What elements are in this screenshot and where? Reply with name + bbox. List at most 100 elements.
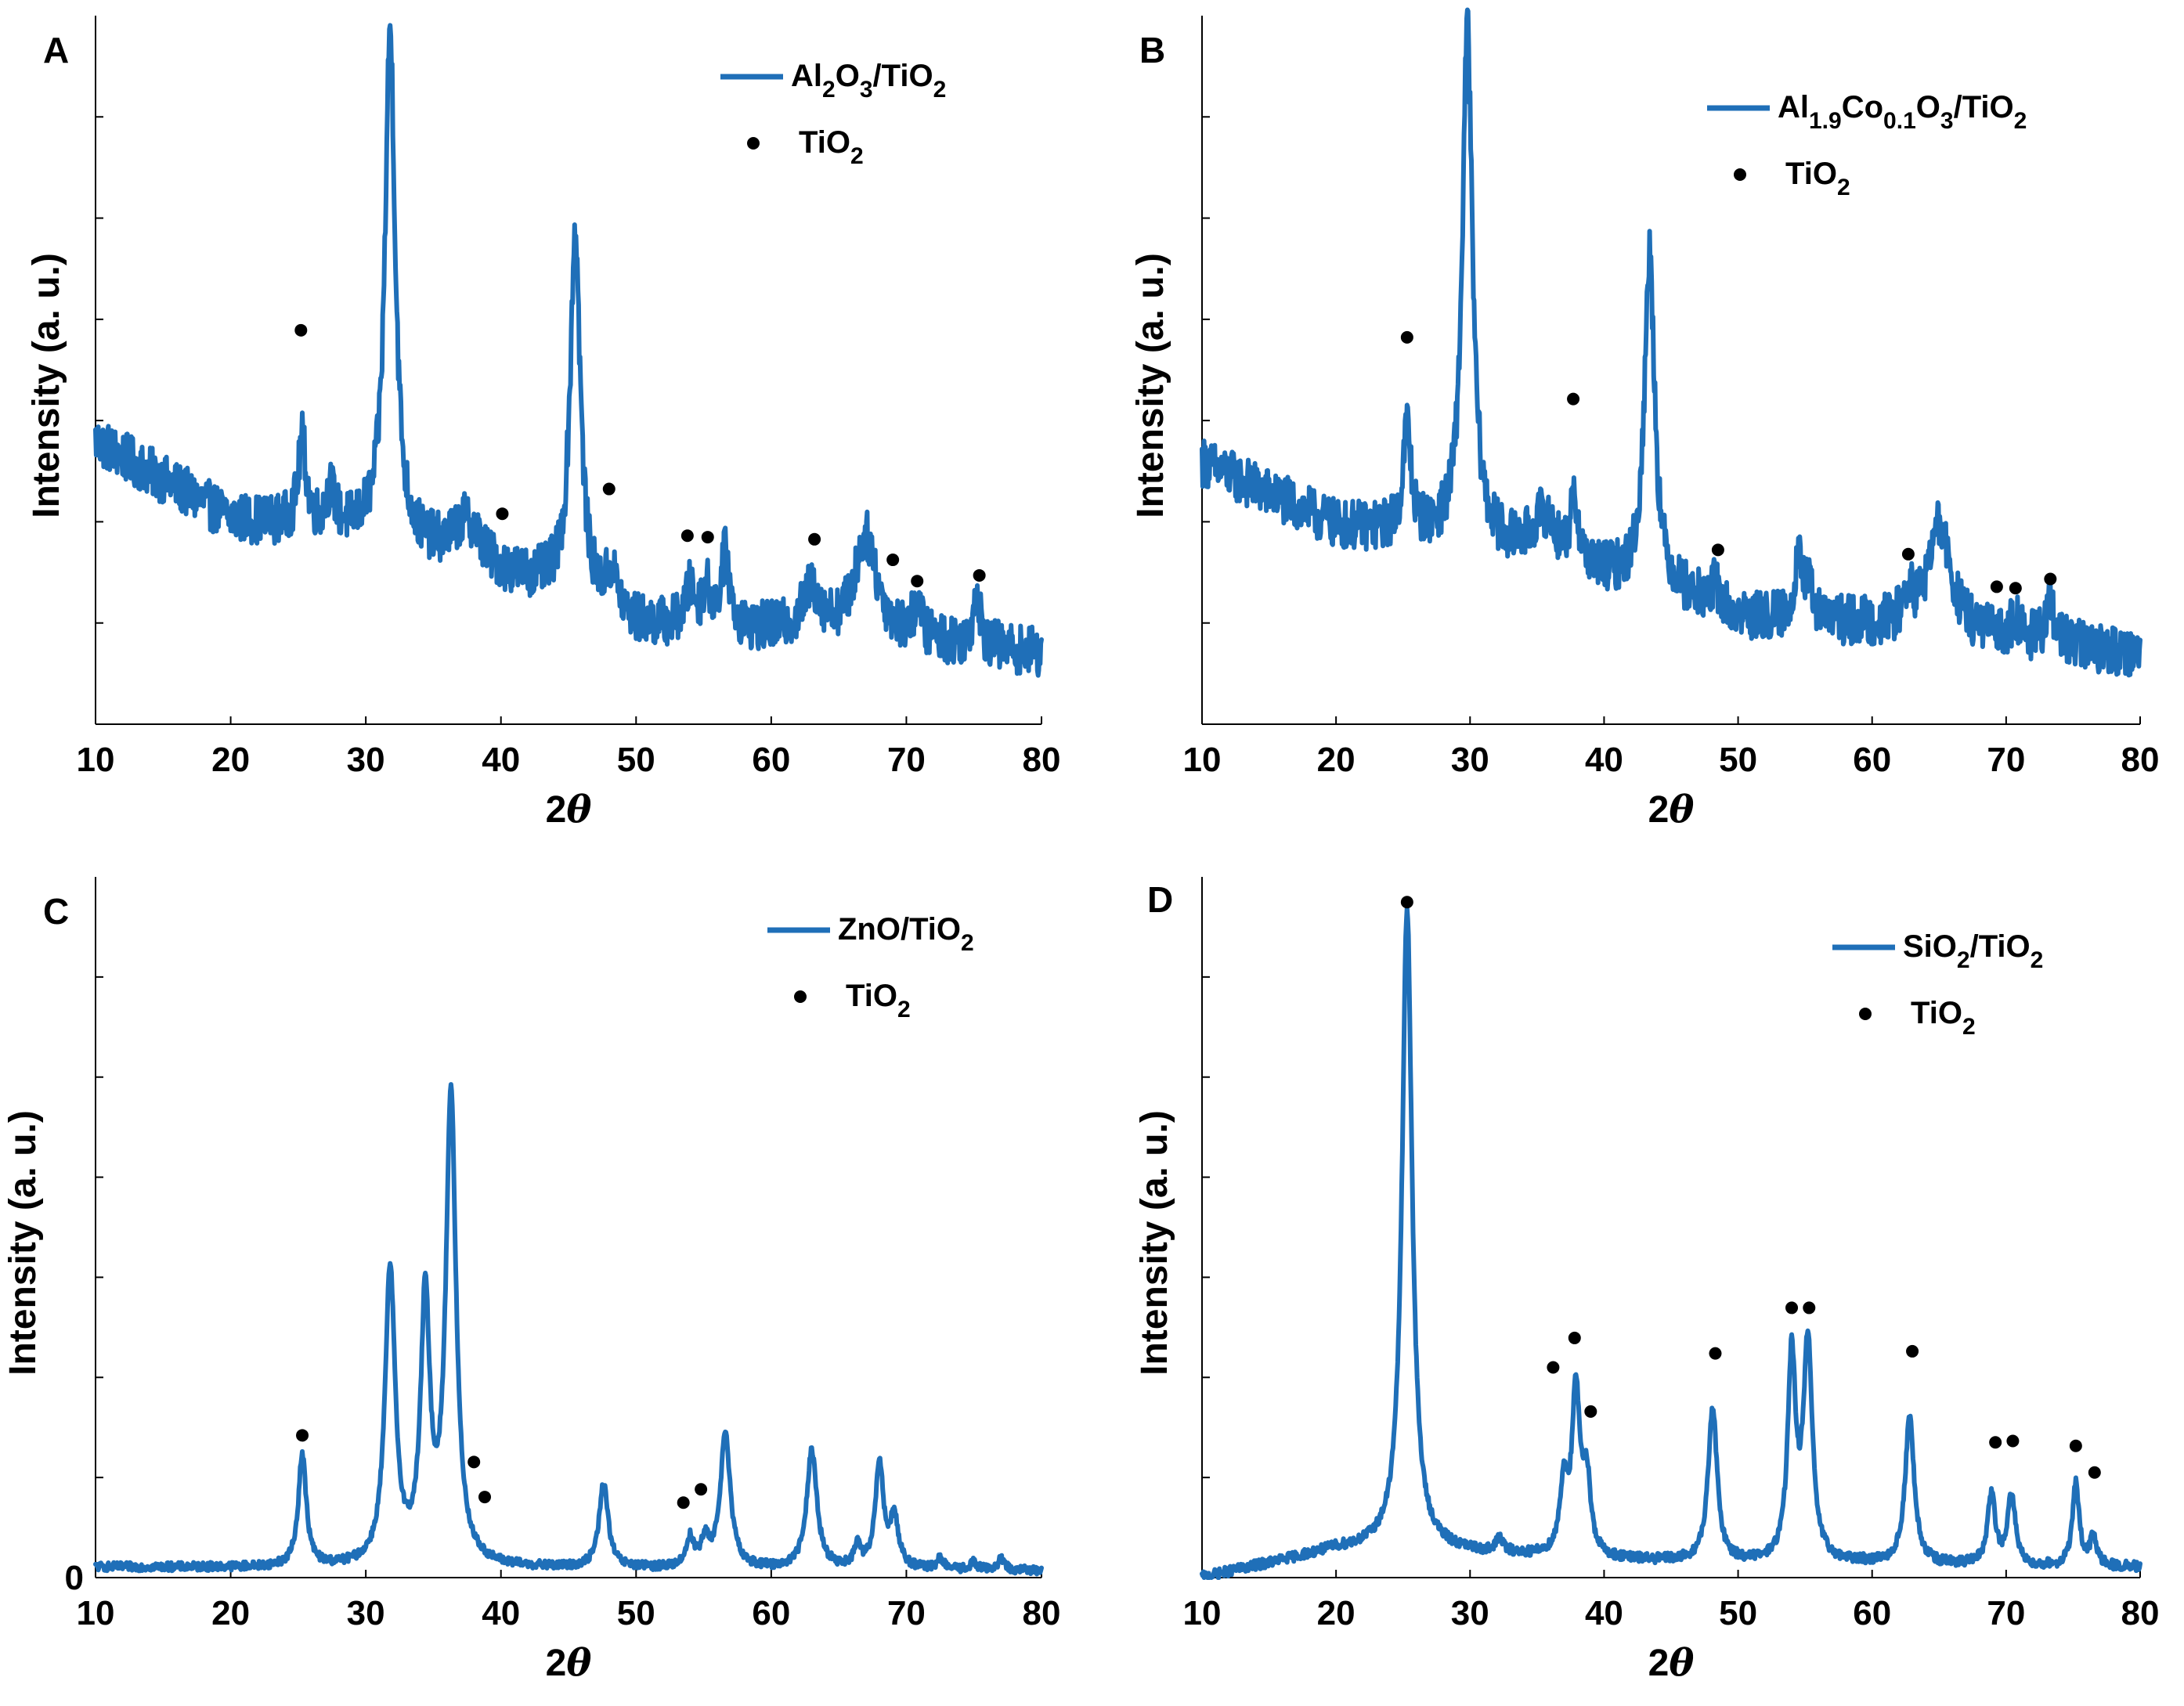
x-tick-label: 10 bbox=[77, 741, 115, 779]
x-tick-label: 20 bbox=[211, 741, 250, 779]
x-tick-label: 70 bbox=[1987, 741, 2025, 779]
tio2-marker bbox=[2088, 1466, 2101, 1479]
panel-a: A 10 20 30 40 50 60 70 80 2θ Intensity (a. u.) Al2O… bbox=[26, 16, 1060, 831]
tio2-marker bbox=[680, 529, 694, 543]
x-tick-label: 20 bbox=[211, 1594, 250, 1632]
legend-series-label: ZnO/TiO2 bbox=[838, 912, 974, 956]
tio2-marker bbox=[496, 507, 509, 521]
series-line bbox=[93, 23, 1044, 678]
legend-marker-swatch bbox=[794, 990, 807, 1003]
x-tick-label: 70 bbox=[887, 1594, 926, 1632]
x-axis-title: 2θ bbox=[1648, 1641, 1695, 1685]
tio2-marker bbox=[911, 575, 924, 588]
y-axis-title: Intensity (a. u.) bbox=[1134, 1110, 1175, 1376]
y-tick-label: 0 bbox=[65, 1559, 84, 1597]
tio2-marker bbox=[2009, 582, 2022, 595]
tio2-marker bbox=[2044, 572, 2057, 586]
x-tick-label: 30 bbox=[347, 1594, 385, 1632]
tio2-marker bbox=[478, 1491, 492, 1504]
legend: ZnO/TiO2 TiO2 bbox=[767, 912, 974, 1023]
tio2-marker bbox=[1785, 1301, 1799, 1315]
tio2-marker bbox=[1547, 1361, 1560, 1374]
x-tick-label: 80 bbox=[1023, 1594, 1061, 1632]
x-axis-title: 2θ bbox=[546, 788, 592, 831]
x-tick-label: 20 bbox=[1317, 741, 1356, 779]
tio2-marker bbox=[695, 1483, 708, 1496]
x-tick-label: 10 bbox=[1183, 741, 1222, 779]
tio2-marker bbox=[1584, 1405, 1597, 1418]
legend-marker-swatch bbox=[747, 137, 760, 150]
x-tick-label: 60 bbox=[1853, 1594, 1891, 1632]
legend-marker-swatch bbox=[1859, 1008, 1872, 1020]
tio2-marker bbox=[1803, 1301, 1816, 1315]
x-tick-label: 30 bbox=[1451, 741, 1489, 779]
legend: Al2O3/TiO2 TiO2 bbox=[720, 59, 946, 169]
y-axis-title: Intensity (a. u.) bbox=[26, 253, 67, 518]
legend: Al1.9Co0.1O3/TiO2 TiO2 bbox=[1707, 90, 2027, 200]
x-tick-label: 50 bbox=[1719, 741, 1757, 779]
series-line bbox=[1200, 7, 2142, 678]
x-tick-label: 10 bbox=[1183, 1594, 1222, 1632]
panel-letter: B bbox=[1139, 30, 1165, 70]
tio2-marker bbox=[1711, 543, 1724, 557]
legend-marker-label: TiO2 bbox=[846, 979, 911, 1023]
legend-marker-swatch bbox=[1734, 168, 1746, 181]
tio2-marker bbox=[294, 323, 308, 337]
x-tick-label: 60 bbox=[752, 741, 790, 779]
x-tick-label: 50 bbox=[1719, 1594, 1757, 1632]
tio2-marker bbox=[1989, 1436, 2002, 1449]
tio2-marker bbox=[2006, 1434, 2020, 1448]
tio2-marker bbox=[1990, 580, 2003, 593]
tio2-marker bbox=[701, 531, 714, 544]
legend-series-label: Al2O3/TiO2 bbox=[791, 59, 946, 103]
y-axis-title: Intensity (a. u.) bbox=[1130, 253, 1171, 518]
x-tick-label: 30 bbox=[347, 741, 385, 779]
x-tick-label: 40 bbox=[482, 741, 520, 779]
tio2-marker bbox=[1709, 1347, 1722, 1360]
x-axis-title: 2θ bbox=[1648, 788, 1695, 831]
tio2-marker bbox=[1400, 330, 1413, 344]
panel-letter: C bbox=[43, 891, 69, 932]
legend: SiO2/TiO2 TiO2 bbox=[1832, 929, 2043, 1040]
tio2-marker bbox=[2069, 1439, 2082, 1452]
tio2-marker bbox=[1567, 392, 1580, 406]
tio2-marker bbox=[677, 1496, 690, 1509]
series-line bbox=[1200, 906, 2142, 1580]
tio2-marker bbox=[467, 1455, 481, 1469]
x-tick-label: 40 bbox=[1585, 741, 1623, 779]
x-tick-label: 60 bbox=[1853, 741, 1891, 779]
x-tick-label: 70 bbox=[1987, 1594, 2025, 1632]
x-tick-label: 80 bbox=[1023, 741, 1061, 779]
tio2-marker bbox=[886, 554, 900, 567]
x-tick-label: 10 bbox=[77, 1594, 115, 1632]
tio2-marker bbox=[1906, 1344, 1919, 1358]
legend-series-label: Al1.9Co0.1O3/TiO2 bbox=[1778, 90, 2027, 134]
tio2-marker bbox=[1568, 1331, 1581, 1344]
panel-letter: A bbox=[43, 30, 69, 70]
legend-series-label: SiO2/TiO2 bbox=[1903, 929, 2043, 973]
x-tick-label: 70 bbox=[887, 741, 926, 779]
x-tick-label: 40 bbox=[1585, 1594, 1623, 1632]
series-line bbox=[93, 1082, 1044, 1577]
x-tick-label: 80 bbox=[2121, 1594, 2160, 1632]
x-tick-label: 60 bbox=[752, 1594, 790, 1632]
tio2-marker bbox=[1901, 547, 1915, 561]
panel-letter: D bbox=[1147, 879, 1173, 920]
x-tick-label: 50 bbox=[617, 1594, 655, 1632]
tio2-marker bbox=[808, 532, 821, 546]
panel-b: B 10 20 30 40 50 60 70 80 2θ Intensity (a. u.) Al1.… bbox=[1130, 7, 2160, 831]
x-tick-label: 20 bbox=[1317, 1594, 1356, 1632]
y-axis-title: Intensity (a. u.) bbox=[2, 1110, 44, 1376]
tio2-marker bbox=[602, 482, 615, 496]
x-axis-title: 2θ bbox=[546, 1641, 592, 1685]
x-tick-label: 30 bbox=[1451, 1594, 1489, 1632]
x-tick-label: 80 bbox=[2121, 741, 2160, 779]
panel-c: C 10 20 30 40 50 60 70 80 0 2θ Intensity (a. u.) ZnO… bbox=[2, 877, 1060, 1685]
tio2-marker bbox=[296, 1429, 309, 1442]
panel-d: D 10 20 30 40 50 60 70 80 2θ Intensity (a. u.) SiO2… bbox=[1134, 877, 2159, 1685]
legend-marker-label: TiO2 bbox=[1785, 157, 1850, 200]
tio2-marker bbox=[973, 568, 986, 582]
x-tick-label: 40 bbox=[482, 1594, 520, 1632]
x-tick-label: 50 bbox=[617, 741, 655, 779]
